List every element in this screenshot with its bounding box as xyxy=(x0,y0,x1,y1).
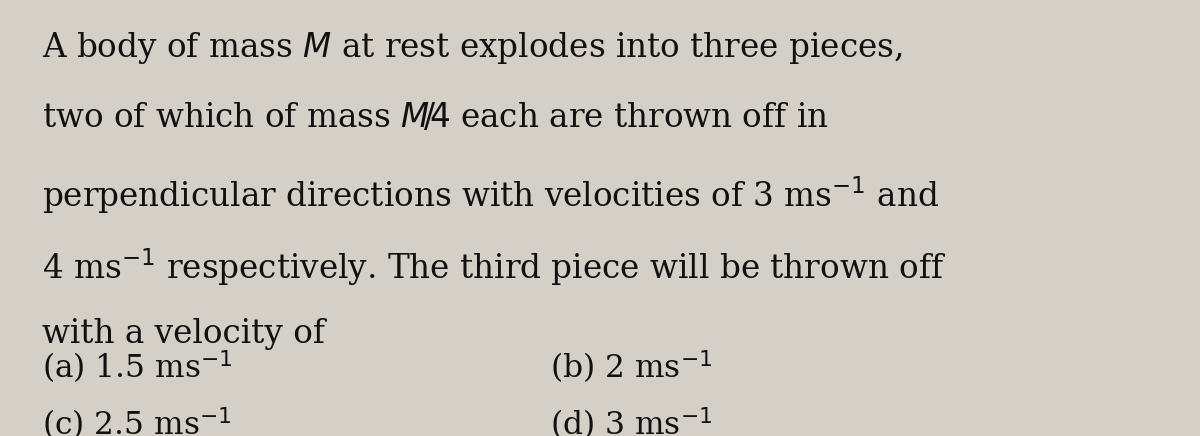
Text: (c) 2.5 ms$^{-1}$: (c) 2.5 ms$^{-1}$ xyxy=(42,406,232,436)
Text: A body of mass $\mathit{M}$ at rest explodes into three pieces,: A body of mass $\mathit{M}$ at rest expl… xyxy=(42,30,902,66)
Text: two of which of mass $\mathit{M}\!/\!4$ each are thrown off in: two of which of mass $\mathit{M}\!/\!4$ … xyxy=(42,102,829,134)
Text: (b) 2 ms$^{-1}$: (b) 2 ms$^{-1}$ xyxy=(550,349,713,386)
Text: (a) 1.5 ms$^{-1}$: (a) 1.5 ms$^{-1}$ xyxy=(42,349,233,386)
Text: with a velocity of: with a velocity of xyxy=(42,318,325,350)
Text: (d) 3 ms$^{-1}$: (d) 3 ms$^{-1}$ xyxy=(550,406,713,436)
Text: 4 ms$^{-1}$ respectively. The third piece will be thrown off: 4 ms$^{-1}$ respectively. The third piec… xyxy=(42,246,946,288)
Text: perpendicular directions with velocities of 3 ms$^{-1}$ and: perpendicular directions with velocities… xyxy=(42,174,940,216)
